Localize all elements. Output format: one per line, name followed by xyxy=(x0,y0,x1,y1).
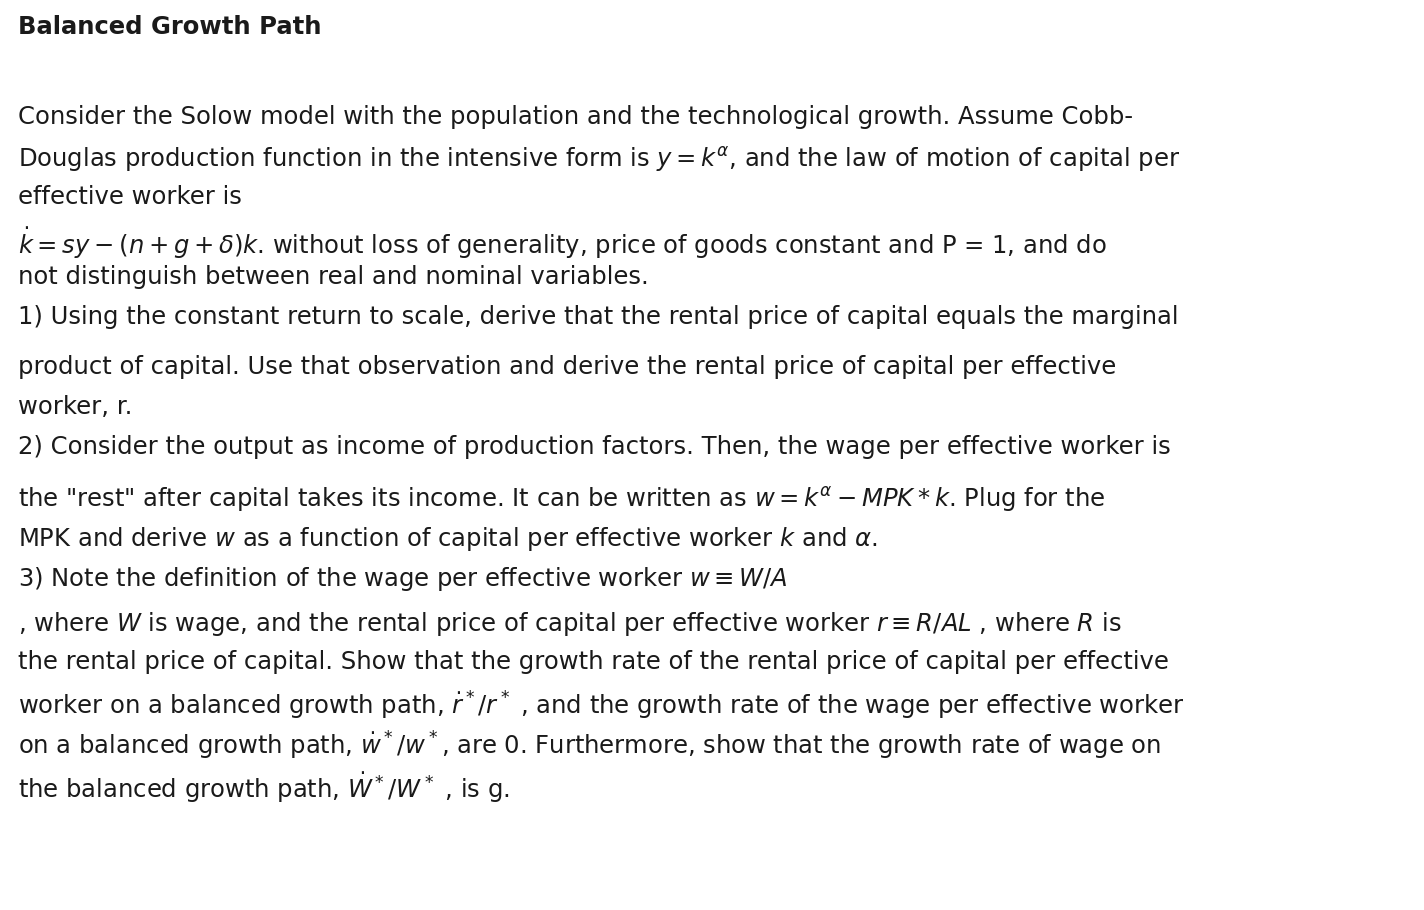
Text: Balanced Growth Path: Balanced Growth Path xyxy=(19,15,322,39)
Text: on a balanced growth path, $\dot{w}^*/w^*$, are 0. Furthermore, show that the gr: on a balanced growth path, $\dot{w}^*/w^… xyxy=(19,730,1161,763)
Text: 1) Using the constant return to scale, derive that the rental price of capital e: 1) Using the constant return to scale, d… xyxy=(19,305,1179,329)
Text: MPK and derive $w$ as a function of capital per effective worker $k$ and $\alpha: MPK and derive $w$ as a function of capi… xyxy=(19,525,877,553)
Text: Consider the Solow model with the population and the technological growth. Assum: Consider the Solow model with the popula… xyxy=(19,105,1134,129)
Text: the rental price of capital. Show that the growth rate of the rental price of ca: the rental price of capital. Show that t… xyxy=(19,650,1169,674)
Text: the balanced growth path, $\dot{W}^*/W^*$ , is g.: the balanced growth path, $\dot{W}^*/W^*… xyxy=(19,770,510,804)
Text: $\dot{k} = sy - (n + g + \delta)k$. without loss of generality, price of goods c: $\dot{k} = sy - (n + g + \delta)k$. with… xyxy=(19,225,1106,261)
Text: the "rest" after capital takes its income. It can be written as $w = k^{\alpha} : the "rest" after capital takes its incom… xyxy=(19,485,1105,514)
Text: not distinguish between real and nominal variables.: not distinguish between real and nominal… xyxy=(19,265,649,289)
Text: , where $W$ is wage, and the rental price of capital per effective worker $r \eq: , where $W$ is wage, and the rental pric… xyxy=(19,610,1122,638)
Text: 2) Consider the output as income of production factors. Then, the wage per effec: 2) Consider the output as income of prod… xyxy=(19,435,1171,459)
Text: worker on a balanced growth path, $\dot{r}^*/r^*$ , and the growth rate of the w: worker on a balanced growth path, $\dot{… xyxy=(19,690,1185,723)
Text: Douglas production function in the intensive form is $y = k^{\alpha}$, and the l: Douglas production function in the inten… xyxy=(19,145,1180,174)
Text: product of capital. Use that observation and derive the rental price of capital : product of capital. Use that observation… xyxy=(19,355,1116,379)
Text: effective worker is: effective worker is xyxy=(19,185,242,209)
Text: worker, r.: worker, r. xyxy=(19,395,132,419)
Text: 3) Note the definition of the wage per effective worker $w \equiv W/A$: 3) Note the definition of the wage per e… xyxy=(19,565,787,593)
